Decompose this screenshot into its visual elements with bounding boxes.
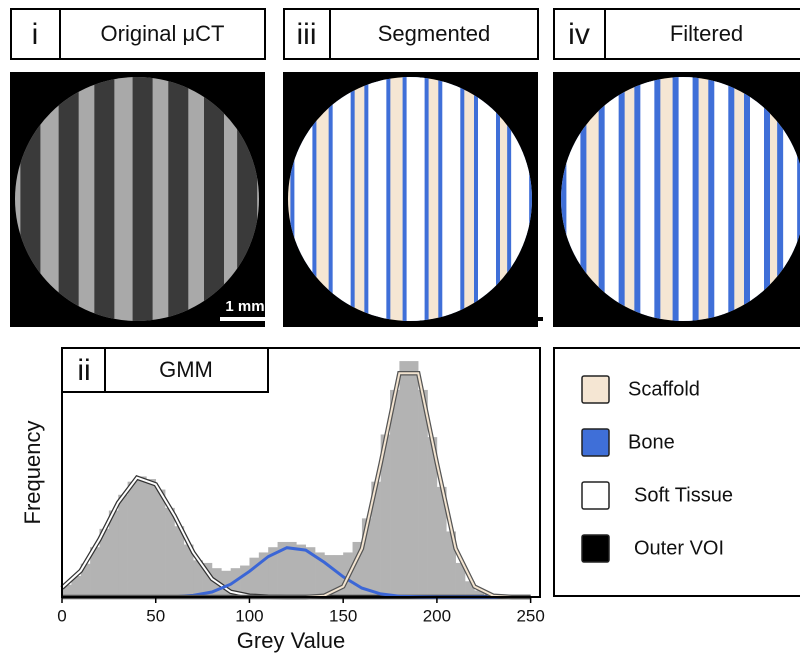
scale-bar [493, 317, 543, 321]
tissue-stripe [406, 77, 425, 321]
histogram-bar [183, 544, 194, 597]
histogram-bar [390, 389, 400, 597]
label-box [283, 8, 539, 60]
legend-label: Soft Tissue [634, 484, 733, 506]
histogram-bar [71, 576, 82, 597]
histogram-bar [249, 557, 260, 597]
histogram-bar [108, 510, 119, 597]
histogram-bar [315, 552, 325, 597]
panel-title: Filtered [670, 21, 743, 46]
tissue-stripe [640, 77, 655, 321]
scan-image [561, 77, 800, 321]
label-box [10, 8, 266, 60]
legend-label: Bone [628, 431, 675, 453]
histogram-bar [427, 437, 438, 597]
panel-label: ii [77, 354, 90, 387]
histogram-bar [174, 526, 185, 597]
histogram-bar [127, 481, 138, 597]
scale-bar-label: 1 mm [225, 298, 264, 315]
x-tick-label: 100 [235, 606, 263, 625]
histogram-bar [333, 555, 344, 597]
histogram-bar [268, 547, 278, 597]
dark-stripe [94, 77, 115, 321]
dark-stripe [168, 77, 189, 321]
plot-frame [61, 347, 541, 598]
histogram-chart: 0 50 100 150 200 250 Grey Value Frequency ii GMM [20, 347, 545, 653]
histogram-bar [277, 541, 288, 597]
dark-stripe [132, 77, 153, 321]
histogram-bar [305, 547, 316, 597]
histogram-bar [418, 389, 428, 597]
x-tick-label: 50 [146, 606, 165, 625]
x-tick-label: 150 [329, 606, 357, 625]
x-tick-label: 200 [423, 606, 451, 625]
tissue-stripe [442, 77, 461, 321]
tissue-stripe [332, 77, 351, 321]
histogram-bar [136, 476, 147, 597]
image-panels: i Original μCT 1 mm iii Segmented 1 mm iv Filte… [10, 8, 800, 327]
tissue-stripe [750, 77, 764, 321]
dark-stripe [58, 77, 79, 321]
label-box [61, 347, 269, 393]
label-box [553, 8, 800, 60]
histogram-bar [118, 494, 128, 597]
histogram-bar [324, 555, 335, 597]
histogram-bar [62, 584, 72, 597]
tissue-stripe [478, 77, 496, 321]
histogram-bar [352, 541, 363, 597]
histogram-bar [371, 481, 381, 597]
histogram-bar [221, 570, 232, 597]
legend-swatch [581, 428, 610, 457]
x-tick-label: 0 [57, 606, 66, 625]
legend-swatch [581, 534, 610, 563]
histogram-bar [240, 565, 250, 597]
y-axis-label: Frequency [20, 421, 45, 525]
histogram-bar [193, 560, 203, 597]
histogram-bar [80, 563, 91, 597]
histogram-bar [436, 486, 447, 597]
panel-label: iv [568, 18, 590, 51]
histogram-bar [465, 581, 475, 597]
x-axis-label: Grey Value [237, 628, 345, 653]
histogram-bar [165, 507, 175, 597]
dark-stripe [204, 77, 224, 321]
histogram-bar [90, 547, 100, 597]
tissue-stripe [714, 77, 729, 321]
legend-label: Scaffold [628, 378, 700, 400]
panel-label: iii [297, 18, 317, 51]
histogram-bar [408, 361, 419, 597]
histogram-bar [286, 541, 297, 597]
histogram-bar [296, 544, 306, 597]
panel-title: Original μCT [101, 21, 225, 46]
histogram-bar [474, 590, 485, 597]
scale-bar-label: 1 mm [768, 298, 800, 315]
histogram-bar [155, 489, 166, 597]
legend-swatch [581, 481, 610, 510]
histogram-bar [455, 562, 466, 597]
histogram-bar [146, 479, 157, 597]
legend-label: Outer VOI [634, 537, 724, 559]
tissue-stripe [678, 77, 693, 321]
chart-title: GMM [159, 357, 213, 382]
legend: Scaffold Bone Soft Tissue Outer VOI [553, 347, 800, 597]
histogram-bar [399, 361, 410, 597]
panel-title: Segmented [378, 21, 491, 46]
panel-label: i [32, 18, 39, 51]
histogram-bar [202, 562, 213, 597]
histogram-bar [99, 528, 110, 597]
scale-bar-label: 1 mm [498, 298, 537, 315]
legend-swatch [581, 375, 610, 404]
scale-bar [220, 317, 270, 321]
histogram-bar [446, 531, 456, 597]
x-tick-label: 250 [516, 606, 544, 625]
histogram-bar [361, 518, 372, 597]
histogram-bar [258, 552, 269, 597]
histogram-bar [380, 434, 391, 597]
tissue-stripe [368, 77, 387, 321]
tissue-stripe [604, 77, 619, 321]
scale-bar [763, 317, 800, 321]
